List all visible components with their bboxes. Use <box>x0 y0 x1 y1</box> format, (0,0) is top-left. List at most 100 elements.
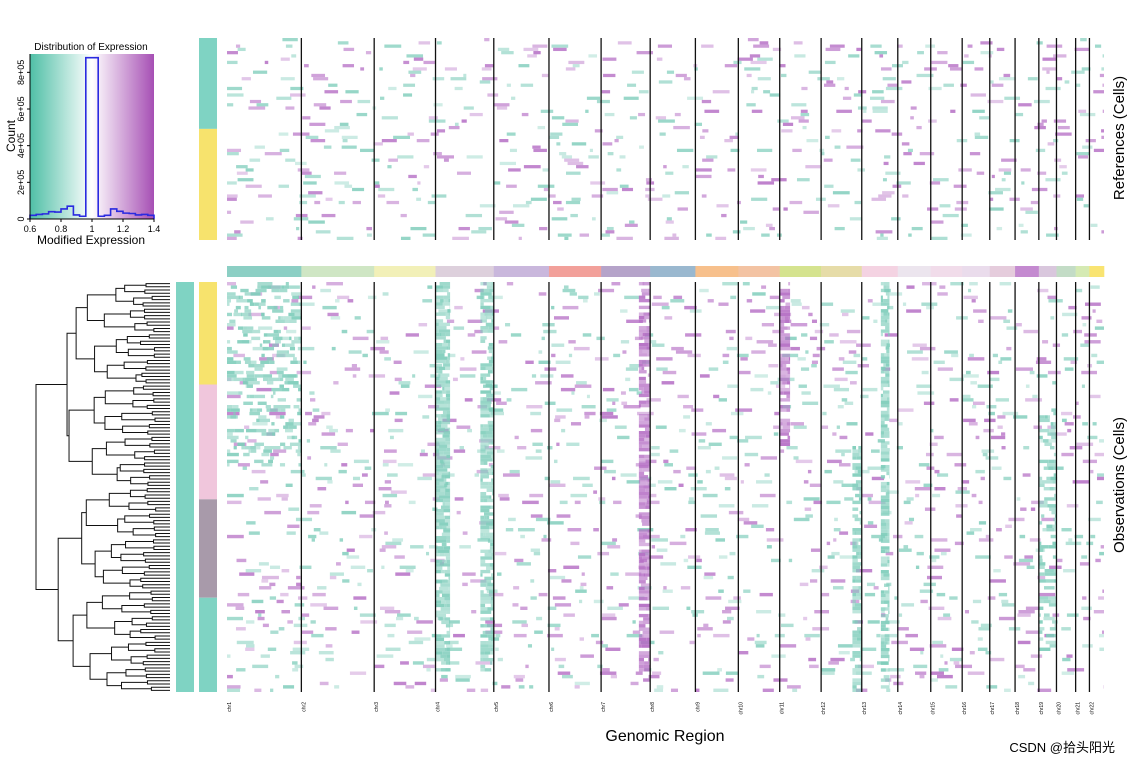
observation-cell <box>951 647 964 651</box>
cnv-block-cell-chr12 <box>852 678 862 682</box>
reference-cell <box>825 47 841 52</box>
cnv-block-cell-chr13 <box>880 387 884 391</box>
observation-cell <box>474 288 484 293</box>
cnv-block-cell-chr4 <box>480 451 488 455</box>
cnv-block-cell-chr1 <box>263 377 269 382</box>
observation-cell <box>949 377 964 382</box>
reference-cell <box>672 233 677 237</box>
cnv-block-cell-chr11 <box>788 282 791 286</box>
dendrogram-branch <box>143 468 170 474</box>
dendrogram-branch <box>110 544 126 558</box>
observation-cell <box>792 688 798 692</box>
reference-cell <box>533 148 547 153</box>
cnv-block-cell-chr4 <box>446 397 451 401</box>
observation-cell <box>975 435 980 440</box>
reference-cell <box>227 103 234 107</box>
reference-cell <box>730 148 740 153</box>
cnv-block-cell-chr1 <box>281 343 286 347</box>
observation-cell <box>341 510 357 515</box>
cnv-block-cell-chr4 <box>444 552 451 557</box>
observation-cell <box>298 302 315 306</box>
cnv-block-cell-chr7 <box>645 573 651 577</box>
observation-cell <box>535 381 552 385</box>
observation-cell <box>813 500 823 505</box>
observation-cell <box>1035 360 1052 364</box>
chromosome-separators <box>300 38 1091 692</box>
observation-cell <box>972 599 982 604</box>
cnv-block-cell-chr4 <box>449 292 451 296</box>
observation-cell <box>697 480 703 484</box>
observation-cell <box>251 469 266 474</box>
reference-cell <box>245 168 254 172</box>
observation-cell <box>398 381 411 385</box>
observation-cell <box>678 428 686 433</box>
cnv-block-cell-chr4 <box>442 285 451 289</box>
cnv-block-cell-chr7 <box>638 566 647 570</box>
cnv-block-cell-chr7 <box>638 454 645 459</box>
cnv-block-cell-chr13 <box>880 529 888 533</box>
observation-cell <box>791 302 802 306</box>
observation-cell <box>286 531 296 535</box>
dendrogram-branch <box>122 425 150 434</box>
cnv-block-cell-chr12 <box>852 466 856 470</box>
cnv-block-cell-chr4 <box>480 400 492 404</box>
observation-cell <box>354 316 361 320</box>
reference-cell <box>410 73 416 78</box>
observation-cell <box>850 657 855 662</box>
reference-cell <box>568 60 585 65</box>
cnv-block-cell-chr4 <box>490 600 493 604</box>
cnv-block-cell-chr13 <box>883 363 886 367</box>
cnv-block-cell-chr19 <box>1045 633 1055 638</box>
cnv-block-cell-chr13 <box>883 312 888 316</box>
cnv-block-cell-chr7 <box>645 505 651 509</box>
cnv-block-cell-chr11 <box>785 302 791 306</box>
dendrogram-branch <box>124 515 154 523</box>
dendrogram-branch <box>115 339 129 353</box>
cnv-block-cell-chr1 <box>237 340 250 344</box>
observation-cell <box>227 616 243 621</box>
reference-cell <box>882 77 896 81</box>
cnv-block-cell-chr13 <box>887 641 890 645</box>
observation-cell <box>810 548 821 552</box>
observation-cell <box>595 640 604 645</box>
observation-cell <box>1019 534 1026 539</box>
cnv-block-cell-chr4 <box>488 644 494 648</box>
observation-cell <box>1070 360 1078 364</box>
reference-cell <box>802 125 807 130</box>
observation-cell <box>414 681 427 686</box>
observation-cell <box>488 592 504 597</box>
observation-cell <box>761 323 775 327</box>
cnv-block-cell-chr4 <box>486 515 490 520</box>
dendrogram-branch <box>119 464 145 472</box>
cnv-block-cell-chr4 <box>480 437 484 442</box>
chromosome-color-chr7 <box>601 266 651 277</box>
cnv-block-cell-chr7 <box>638 282 643 286</box>
dendrogram-branch <box>150 590 170 595</box>
observation-cell <box>1023 329 1038 334</box>
observation-cell <box>795 459 813 464</box>
cnv-block-cell-chr4 <box>490 485 494 489</box>
observation-cell <box>427 285 433 289</box>
cnv-block-cell-chr1 <box>249 394 255 399</box>
cnv-block-cell-chr4 <box>480 590 484 594</box>
cnv-block-cell-chr13 <box>884 637 890 642</box>
observation-cell <box>677 394 689 399</box>
reference-cell <box>735 132 739 136</box>
observation-cell <box>713 633 730 638</box>
observation-cell <box>830 579 846 583</box>
observation-cell <box>1042 340 1049 344</box>
observation-cell <box>862 387 878 392</box>
cnv-block-cell-chr7 <box>640 641 651 645</box>
cnv-block-cell-chr4 <box>435 322 439 327</box>
observation-cell <box>751 524 764 528</box>
cnv-block-cell-chr7 <box>638 495 648 499</box>
reference-cell <box>1001 178 1006 182</box>
cnv-block-cell-chr4 <box>491 282 494 286</box>
observation-cell <box>317 586 327 590</box>
chromosome-label-chr22: chr22 <box>1089 702 1095 715</box>
cnv-block-cell-chr13 <box>880 431 885 435</box>
cnv-block-cell-chr4 <box>443 657 451 662</box>
cnv-block-cell-chr19 <box>1038 521 1043 525</box>
cnv-block-cell-chr1 <box>233 377 243 382</box>
reference-cell <box>781 129 793 133</box>
